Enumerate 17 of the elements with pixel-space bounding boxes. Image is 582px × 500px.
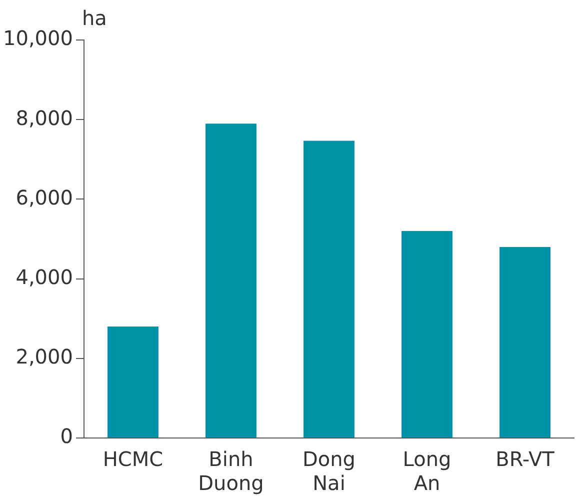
y-tick-label: 4,000 <box>16 265 73 290</box>
x-tick-label: Dong Nai <box>302 447 356 496</box>
y-tick-label: 10,000 <box>2 26 73 50</box>
y-tick-label: 2,000 <box>16 344 73 369</box>
x-tick-label: Binh Duong <box>198 447 264 496</box>
x-tick-label: Long An <box>402 447 452 496</box>
y-tick-label: 0 <box>60 424 73 448</box>
x-tick-label: HCMC <box>102 447 164 472</box>
bar <box>500 246 550 438</box>
y-axis-title: ha <box>82 6 107 30</box>
y-tick-label: 8,000 <box>16 106 73 130</box>
bar <box>108 326 158 438</box>
x-tick-label: BR-VT <box>496 447 556 472</box>
bar <box>402 231 452 438</box>
y-tick-label: 6,000 <box>16 185 73 210</box>
bar <box>206 124 256 438</box>
bar <box>304 140 354 438</box>
